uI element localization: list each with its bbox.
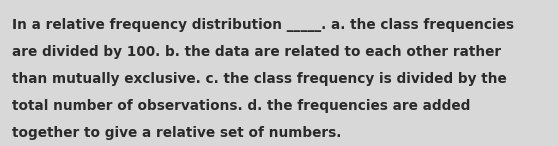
Text: than mutually exclusive. c. the class frequency is divided by the: than mutually exclusive. c. the class fr… — [12, 72, 507, 86]
Text: total number of observations. d. the frequencies are added: total number of observations. d. the fre… — [12, 99, 470, 113]
Text: together to give a relative set of numbers.: together to give a relative set of numbe… — [12, 126, 341, 140]
Text: are divided by 100. b. the data are related to each other rather: are divided by 100. b. the data are rela… — [12, 45, 502, 59]
Text: In a relative frequency distribution _____. a. the class frequencies: In a relative frequency distribution ___… — [12, 18, 514, 32]
